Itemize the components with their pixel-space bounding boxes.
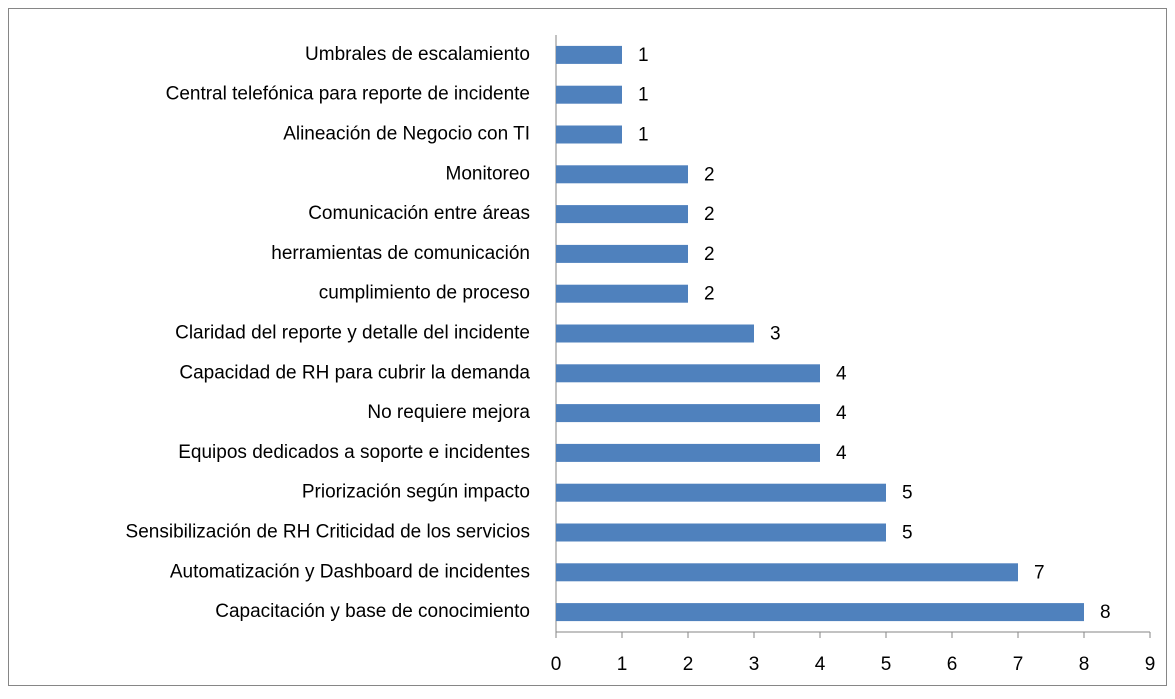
value-label: 1 (638, 45, 649, 66)
chart-frame (8, 8, 1167, 686)
y-tick-label: cumplimiento de proceso (319, 283, 530, 304)
bar (556, 523, 886, 542)
value-label: 5 (902, 483, 913, 504)
x-tick-label: 1 (617, 654, 628, 675)
value-label: 5 (902, 523, 913, 544)
y-tick-label: Umbrales de escalamiento (305, 44, 530, 65)
x-tick-label: 2 (683, 654, 694, 675)
bar (556, 244, 688, 263)
bar (556, 165, 688, 184)
value-label: 4 (836, 443, 847, 464)
bar (556, 125, 622, 144)
y-tick-label: Capacitación y base de conocimiento (215, 601, 530, 622)
y-tick-label: herramientas de comunicación (271, 243, 530, 264)
value-label: 2 (704, 164, 715, 185)
bar (556, 364, 820, 383)
bar (556, 603, 1084, 622)
x-tick-label: 5 (881, 654, 892, 675)
y-tick-label: Claridad del reporte y detalle del incid… (175, 323, 530, 344)
bar (556, 404, 820, 423)
value-label: 1 (638, 125, 649, 146)
x-tick-label: 0 (551, 654, 562, 675)
bar (556, 483, 886, 502)
y-tick-label: Central telefónica para reporte de incid… (166, 84, 530, 105)
value-label: 8 (1100, 602, 1111, 623)
y-tick-label: Automatización y Dashboard de incidentes (170, 561, 530, 582)
value-label: 7 (1034, 562, 1045, 583)
bar (556, 205, 688, 224)
value-label: 2 (704, 284, 715, 305)
x-tick-label: 9 (1145, 654, 1156, 675)
x-tick-label: 4 (815, 654, 826, 675)
value-label: 1 (638, 85, 649, 106)
value-label: 2 (704, 244, 715, 265)
x-tick-label: 6 (947, 654, 958, 675)
y-tick-label: Alineación de Negocio con TI (283, 124, 530, 145)
x-tick-label: 3 (749, 654, 760, 675)
y-tick-label: No requiere mejora (367, 402, 530, 423)
bar (556, 284, 688, 303)
y-tick-label: Priorización según impacto (302, 482, 530, 503)
y-tick-label: Sensibilización de RH Criticidad de los … (126, 522, 530, 543)
x-tick-label: 8 (1079, 654, 1090, 675)
bar (556, 443, 820, 462)
value-label: 4 (836, 363, 847, 384)
y-tick-label: Capacidad de RH para cubrir la demanda (179, 362, 530, 383)
bar (556, 563, 1018, 582)
y-tick-label: Monitoreo (446, 163, 531, 184)
value-label: 4 (836, 403, 847, 424)
y-tick-label: Equipos dedicados a soporte e incidentes (178, 442, 530, 463)
value-label: 2 (704, 204, 715, 225)
x-tick-label: 7 (1013, 654, 1024, 675)
bar (556, 85, 622, 104)
bar (556, 324, 754, 343)
value-label: 3 (770, 324, 781, 345)
y-tick-label: Comunicación entre áreas (308, 203, 530, 224)
bar (556, 45, 622, 64)
